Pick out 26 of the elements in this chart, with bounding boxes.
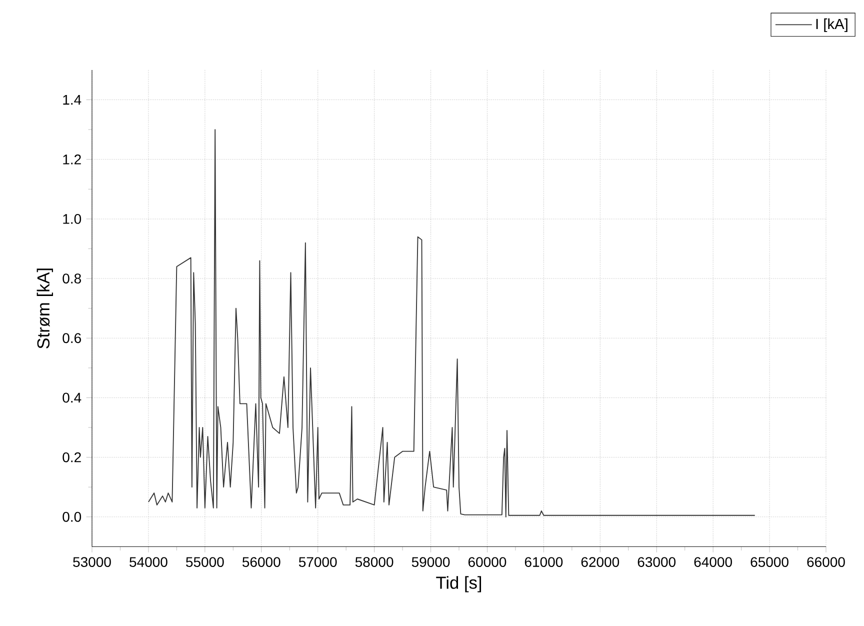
x-tick-label: 59000 — [412, 557, 450, 567]
x-tick-label: 61000 — [524, 557, 563, 567]
x-tick-label: 64000 — [694, 557, 732, 567]
y-tick-label: 1.0 — [63, 214, 82, 224]
x-tick-label: 63000 — [638, 557, 676, 567]
x-tick-label: 58000 — [355, 557, 394, 567]
x-tick-label: 54000 — [130, 557, 168, 567]
y-tick-label: 1.2 — [63, 154, 81, 164]
x-tick-label: 57000 — [298, 557, 337, 567]
legend-label: I [kA] — [816, 18, 848, 32]
x-tick-label: 66000 — [807, 557, 845, 567]
y-tick-label: 0.8 — [62, 274, 81, 284]
y-tick-label: 1.4 — [63, 94, 82, 105]
y-tick-label: 0.4 — [62, 392, 82, 403]
x-tick-label: 62000 — [581, 557, 620, 567]
x-tick-label: 56000 — [242, 557, 280, 567]
y-axis-title: Strøm [kA] — [36, 268, 53, 348]
line-series — [148, 129, 756, 518]
x-tick-label: 55000 — [186, 557, 224, 567]
x-tick-label: 53000 — [73, 557, 111, 567]
x-tick-label: 65000 — [750, 557, 788, 567]
x-axis-title: Tid [s] — [436, 576, 482, 592]
y-tick-label: 0.0 — [62, 512, 82, 522]
x-tick-label: 60000 — [468, 557, 506, 567]
y-tick-label: 0.2 — [62, 452, 81, 462]
y-tick-label: 0.6 — [62, 333, 81, 344]
